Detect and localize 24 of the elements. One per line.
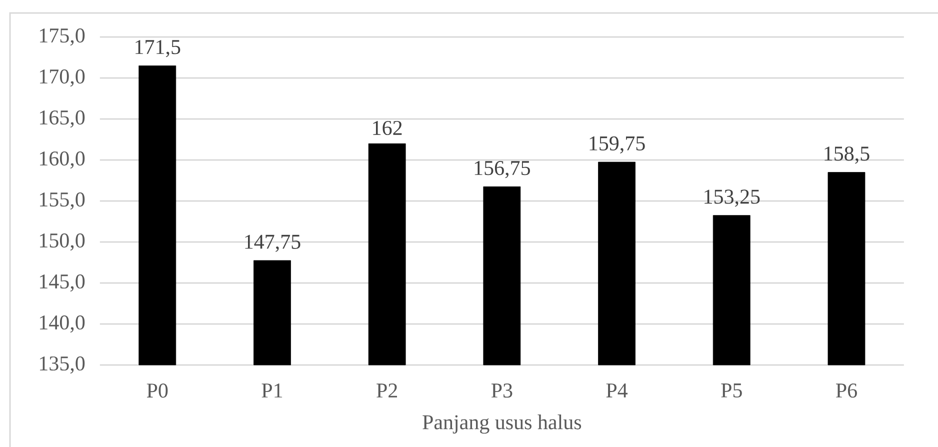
y-tick-label: 155,0 [40,192,85,210]
y-tick-label: 140,0 [40,315,85,333]
y-tick-label: 135,0 [40,356,85,374]
data-label: 159,75 [590,136,645,154]
y-tick-label: 150,0 [40,233,85,251]
data-label: 156,75 [474,160,530,178]
data-label: 147,75 [245,234,300,252]
x-tick-label: P5 [721,384,742,398]
x-tick-label: P4 [606,384,628,398]
data-label: 171,5 [136,40,180,58]
data-label: 158,5 [824,146,870,164]
x-axis-title: Panjang usus halus [422,414,582,434]
data-label: 153,25 [704,190,760,207]
y-tick-label: 160,0 [40,151,85,169]
y-tick-label: 165,0 [40,110,85,128]
x-tick-label: P6 [836,384,857,398]
y-tick-label: 175,0 [40,28,85,46]
data-label: 162 [373,120,402,136]
y-tick-label: 145,0 [40,274,85,292]
x-tick-label: P3 [491,384,512,398]
x-tick-label: P1 [262,384,282,398]
y-tick-label: 170,0 [40,69,85,87]
x-tick-label: P0 [146,384,168,398]
x-tick-label: P2 [376,384,397,398]
